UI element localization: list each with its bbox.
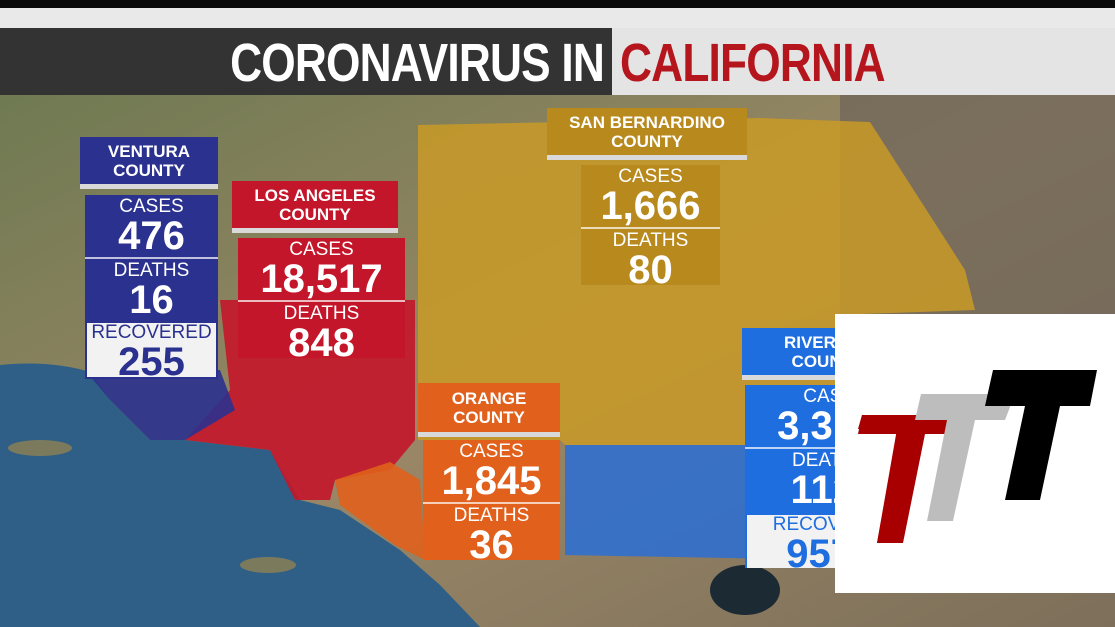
sb-deaths-label: DEATHS — [612, 230, 689, 251]
ventura-stats: CASES 476 DEATHS 16 RECOVERED 255 — [85, 195, 218, 382]
sb-cases-label: CASES — [618, 166, 683, 187]
sb-deaths: 80 — [628, 248, 673, 292]
title-dark-block: CORONAVIRUS IN — [0, 28, 612, 95]
top-bar — [0, 0, 1115, 8]
orange-cases-label: CASES — [459, 441, 524, 462]
island — [240, 557, 296, 573]
ventura-region — [85, 370, 235, 440]
la-deaths-label: DEATHS — [283, 303, 360, 324]
ventura-recovered: 255 — [118, 340, 185, 384]
lake — [710, 565, 780, 615]
ventura-recovered-label: RECOVERED — [91, 322, 212, 343]
title-part2: CALIFORNIA — [620, 33, 886, 93]
ocean — [0, 363, 480, 627]
ventura-cases-label: CASES — [119, 196, 184, 217]
ventura-header: VENTURA COUNTY — [80, 137, 218, 189]
ventura-cases: 476 — [118, 214, 185, 258]
title-part1: CORONAVIRUS IN — [230, 33, 605, 93]
san-bernardino-header: SAN BERNARDINO COUNTY — [547, 108, 747, 160]
la-cases: 18,517 — [260, 257, 383, 301]
la-cases-label: CASES — [289, 239, 354, 260]
ttt-logo-icon — [858, 370, 1097, 543]
orange-stats: CASES 1,845 DEATHS 36 — [423, 440, 560, 565]
orange-cases: 1,845 — [441, 459, 542, 503]
title-bar: CORONAVIRUS IN CALIFORNIA — [0, 28, 1115, 95]
orange-region — [335, 462, 425, 560]
los-angeles-stats: CASES 18,517 DEATHS 848 — [238, 238, 405, 363]
riverside-recovered-label: RECOVE — [772, 514, 853, 535]
ttt-logo — [835, 314, 1115, 593]
top-strip — [0, 8, 1115, 28]
orange-deaths-label: DEATHS — [453, 505, 530, 526]
orange-header: ORANGE COUNTY — [418, 383, 560, 437]
los-angeles-header: LOS ANGELES COUNTY — [232, 181, 398, 233]
ventura-deaths: 16 — [129, 278, 174, 322]
sb-cases: 1,666 — [600, 184, 701, 228]
island — [8, 440, 72, 456]
la-deaths: 848 — [288, 321, 355, 365]
ventura-deaths-label: DEATHS — [113, 260, 190, 281]
orange-deaths: 36 — [469, 523, 514, 567]
san-bernardino-stats: CASES 1,666 DEATHS 80 — [581, 165, 720, 290]
